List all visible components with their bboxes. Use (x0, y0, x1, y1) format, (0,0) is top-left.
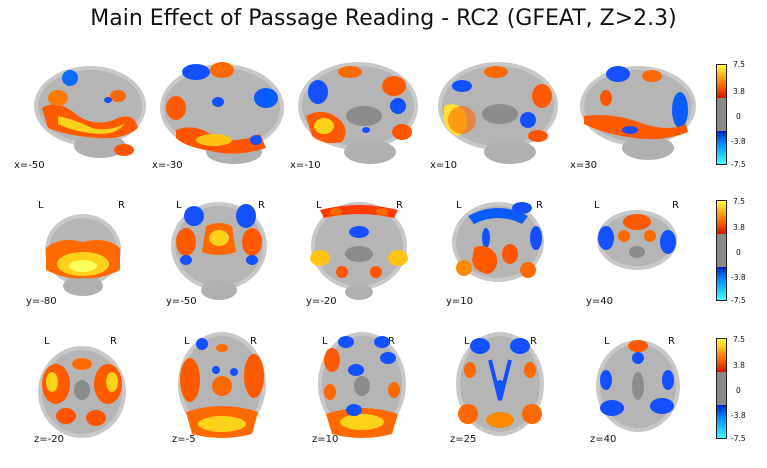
axial-slice-3 (312, 330, 412, 442)
slice-label: x=-50 (14, 160, 45, 171)
coronal-slice-5 (594, 208, 680, 274)
colorbar-tick: -3.8 (731, 411, 746, 420)
colorbar-tick: -7.5 (731, 434, 746, 443)
colorbar-tick: 0 (736, 112, 741, 121)
colorbar-tick: 3.8 (733, 223, 745, 232)
left-label: L (38, 200, 44, 211)
sagittal-slice-3 (294, 56, 426, 168)
colorbar-tick: -3.8 (731, 273, 746, 282)
colorbar-tick: 0 (736, 248, 741, 257)
figure-title: Main Effect of Passage Reading - RC2 (GF… (90, 6, 677, 31)
colorbar-tick: 7.5 (733, 60, 745, 69)
left-label: L (176, 200, 182, 211)
colorbar-tick: 7.5 (733, 335, 745, 344)
right-label: R (668, 336, 675, 347)
slice-label: x=-30 (152, 160, 183, 171)
left-label: L (456, 200, 462, 211)
slice-label: z=25 (450, 434, 477, 445)
slice-label: x=30 (570, 160, 598, 171)
left-label: L (594, 200, 600, 211)
right-label: R (250, 336, 257, 347)
sagittal-slice-4 (432, 56, 564, 168)
slice-label: z=40 (590, 434, 617, 445)
slice-label: y=-80 (26, 296, 57, 307)
right-label: R (110, 336, 117, 347)
right-label: R (388, 336, 395, 347)
coronal-slice-4 (448, 198, 548, 288)
slice-label: x=10 (430, 160, 458, 171)
colorbar (716, 338, 727, 439)
sagittal-slice-2 (156, 58, 291, 168)
axial-slice-2 (172, 330, 272, 442)
left-label: L (322, 336, 328, 347)
slice-label: y=-50 (166, 296, 197, 307)
right-label: R (672, 200, 679, 211)
colorbar-tick: 7.5 (733, 197, 745, 206)
slice-label: x=-10 (290, 160, 321, 171)
coronal-slice-3 (306, 198, 412, 302)
right-label: R (258, 200, 265, 211)
axial-slice-5 (592, 336, 684, 436)
colorbar-tick: -7.5 (731, 296, 746, 305)
colorbar (716, 64, 727, 165)
coronal-slice-1 (40, 208, 126, 300)
left-label: L (316, 200, 322, 211)
slice-label: z=-20 (34, 434, 64, 445)
slice-label: y=40 (586, 296, 614, 307)
right-label: R (118, 200, 125, 211)
colorbar-tick: -3.8 (731, 137, 746, 146)
colorbar-tick: 3.8 (733, 87, 745, 96)
left-label: L (604, 336, 610, 347)
colorbar-tick: 3.8 (733, 361, 745, 370)
right-label: R (396, 200, 403, 211)
slice-label: y=-20 (306, 296, 337, 307)
coronal-slice-2 (166, 198, 272, 302)
right-label: R (536, 200, 543, 211)
right-label: R (530, 336, 537, 347)
slice-label: z=10 (312, 434, 339, 445)
slice-label: z=-5 (172, 434, 196, 445)
axial-slice-1 (34, 344, 130, 440)
sagittal-slice-5 (574, 58, 704, 168)
left-label: L (44, 336, 50, 347)
axial-slice-4 (450, 330, 550, 442)
colorbar (716, 200, 727, 301)
colorbar-tick: -7.5 (731, 160, 746, 169)
sagittal-slice-1 (28, 58, 153, 168)
slice-label: y=10 (446, 296, 474, 307)
colorbar-tick: 0 (736, 386, 741, 395)
left-label: L (184, 336, 190, 347)
left-label: L (464, 336, 470, 347)
